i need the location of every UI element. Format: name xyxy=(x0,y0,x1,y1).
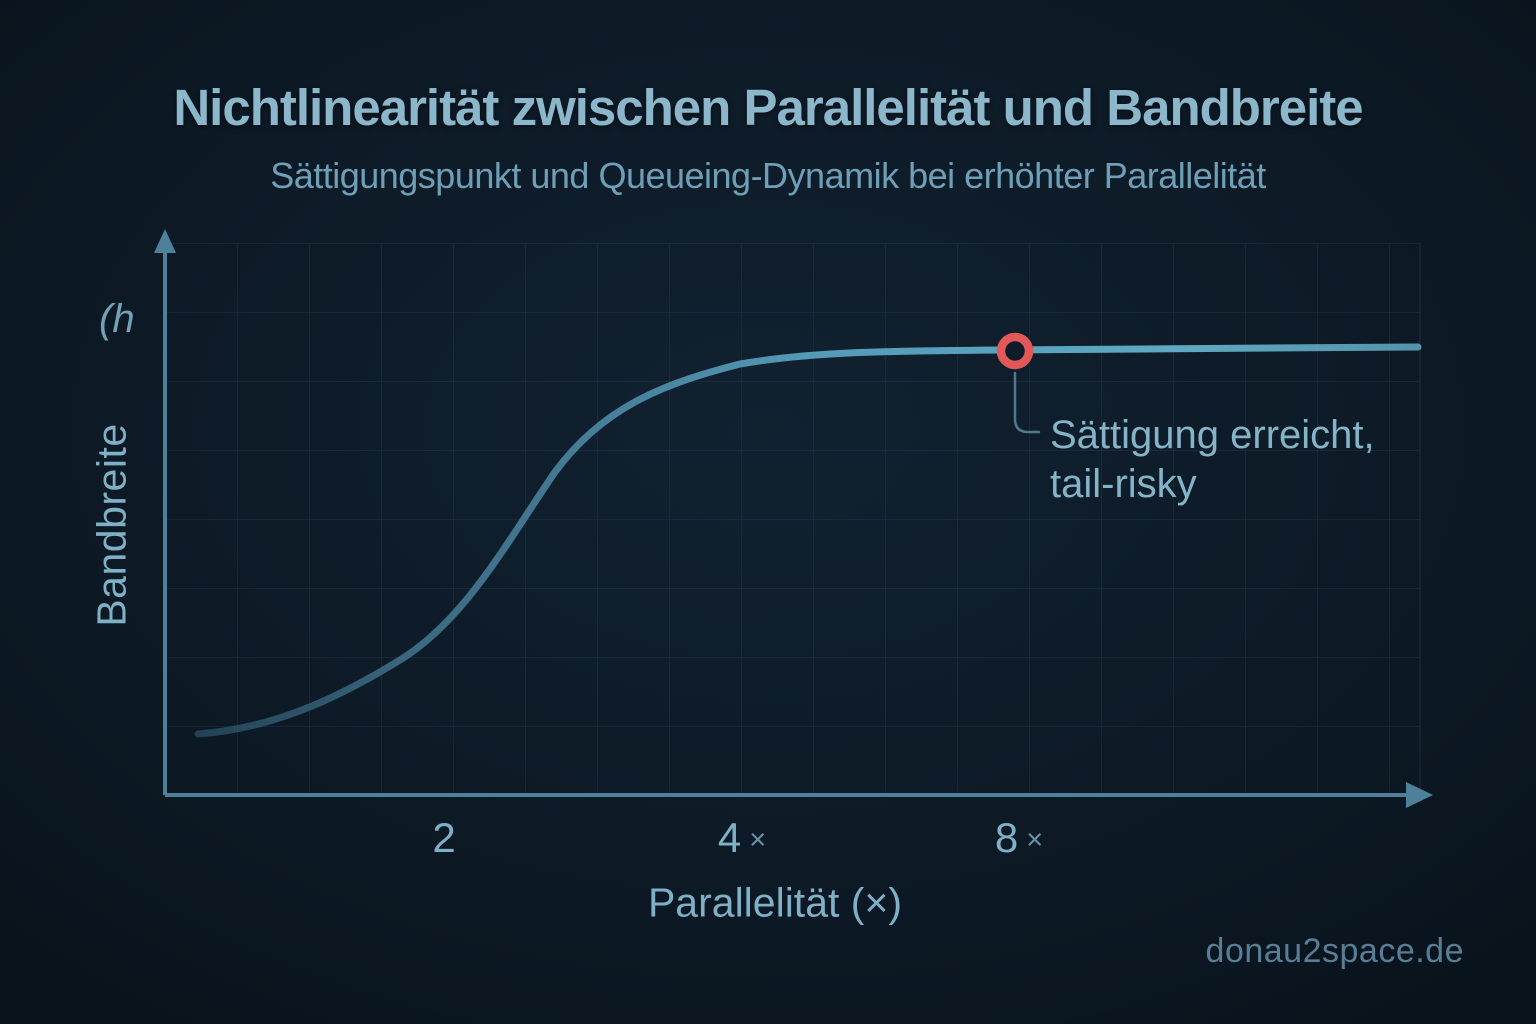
x-axis xyxy=(165,782,1433,808)
x-tick-8-value: 8 xyxy=(994,814,1019,861)
grid-lines xyxy=(165,243,1421,795)
x-tick-2-value: 2 xyxy=(432,814,456,861)
x-tick-8: 8 × xyxy=(995,814,1043,862)
y-axis-note: (h xyxy=(99,297,135,341)
x-axis-label: Parallelität (×) xyxy=(647,879,903,926)
watermark: donau2space.de xyxy=(1205,932,1464,970)
x-tick-4-value: 4 xyxy=(717,814,742,861)
bandwidth-curve xyxy=(194,343,1422,738)
saturation-annotation-line2: tail-risky xyxy=(1050,462,1197,506)
chart-subtitle: Sättigungspunkt und Queueing-Dynamik bei… xyxy=(270,155,1266,196)
x-tick-4-mult-icon: × xyxy=(749,824,767,856)
saturation-annotation: Sättigung erreicht, tail-risky xyxy=(1050,411,1375,509)
x-tick-4: 4 × xyxy=(718,814,766,862)
y-axis-label: Bandbreite xyxy=(88,423,135,627)
saturation-point-marker xyxy=(996,332,1034,370)
x-tick-8-mult-icon: × xyxy=(1026,824,1044,856)
y-axis xyxy=(154,229,176,795)
annotation-connector-line xyxy=(1013,371,1041,434)
x-tick-2: 2 xyxy=(432,814,463,862)
chart-title: Nichtlinearität zwischen Parallelität un… xyxy=(173,79,1363,136)
saturation-annotation-line1: Sättigung erreicht, xyxy=(1050,413,1375,457)
